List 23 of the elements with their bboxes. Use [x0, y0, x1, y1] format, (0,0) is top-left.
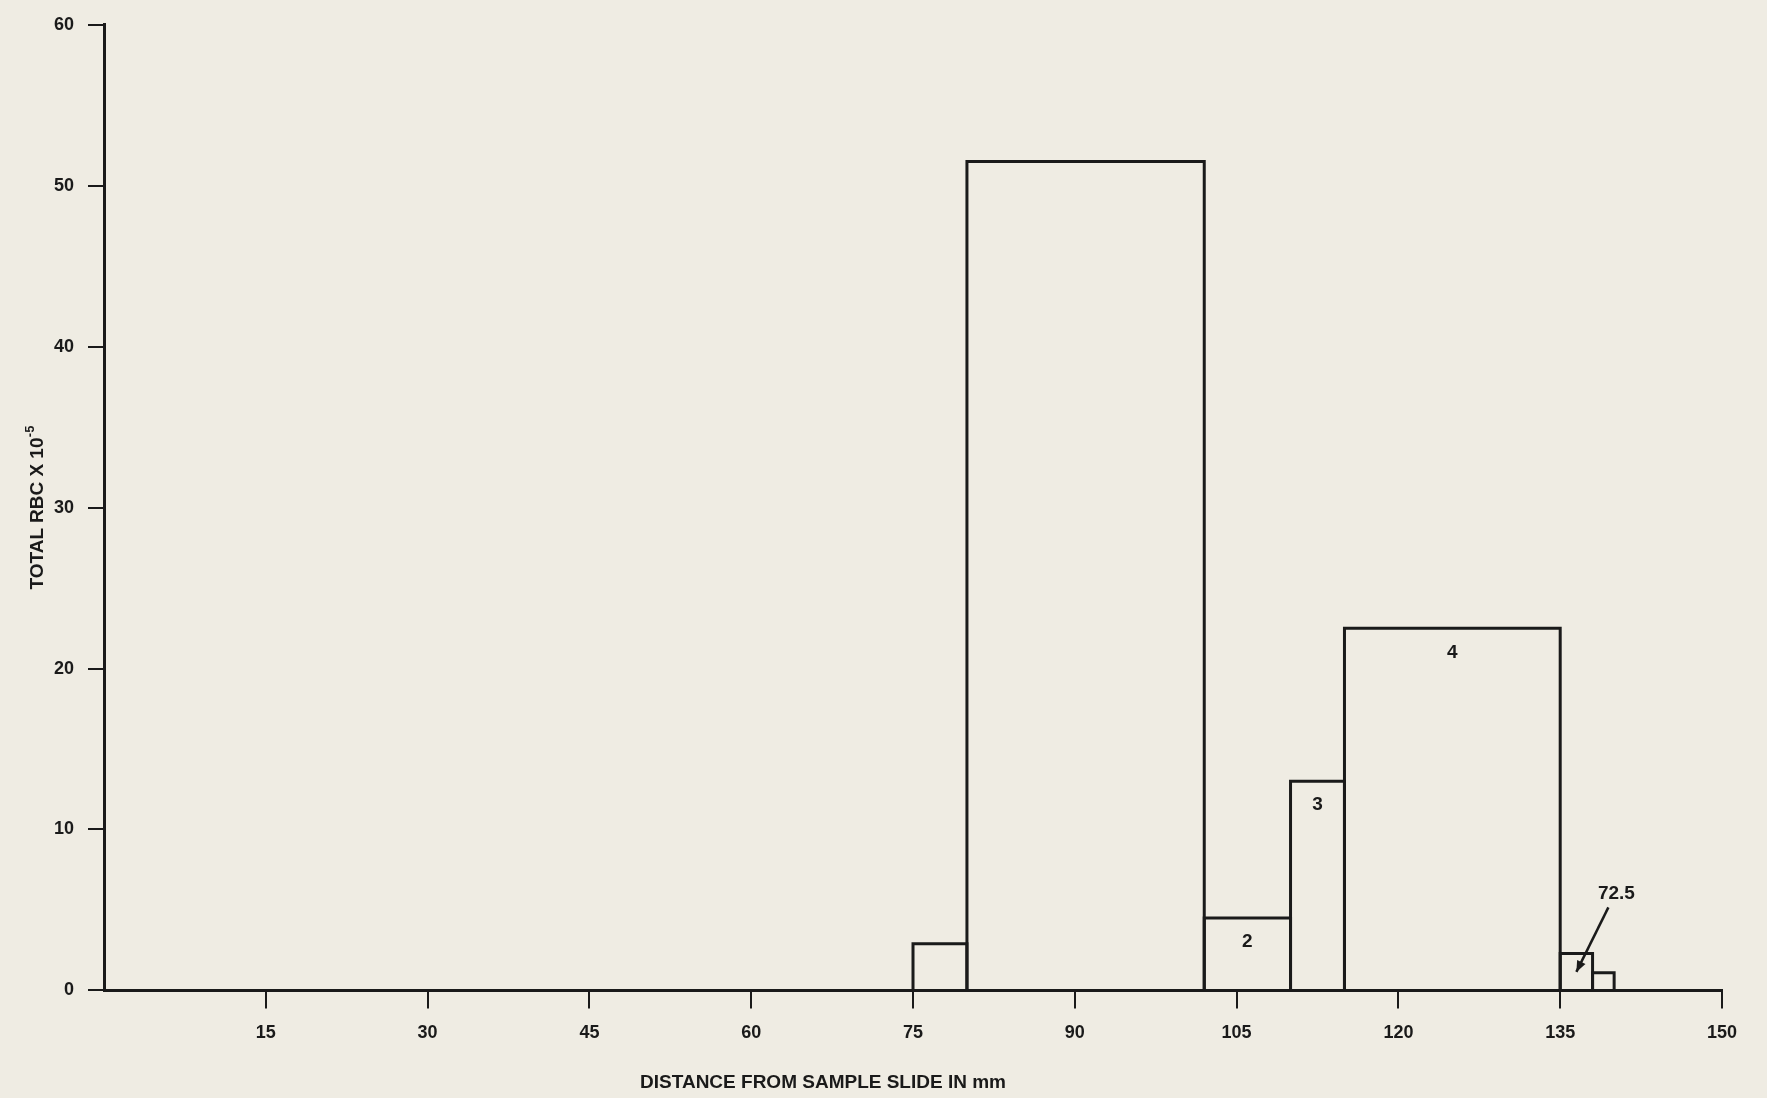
y-axis-title: TOTAL RBC X 10-5 — [21, 425, 48, 590]
y-tick-label: 60 — [53, 13, 75, 34]
x-tick-label: 135 — [1545, 1022, 1576, 1043]
y-tick-label: 10 — [53, 818, 75, 839]
annotation: 72.5 — [1597, 881, 1636, 903]
y-tick-label: 50 — [53, 174, 75, 195]
y-tick-label: 40 — [53, 335, 75, 356]
annotation: 4 — [1447, 640, 1459, 662]
x-tick-label: 105 — [1221, 1022, 1252, 1043]
x-tick-label: 30 — [417, 1022, 438, 1043]
annotation: 2 — [1242, 930, 1253, 952]
y-tick-label: 0 — [64, 979, 75, 1000]
x-tick-label: 120 — [1383, 1022, 1414, 1043]
x-axis-title: DISTANCE FROM SAMPLE SLIDE IN mm — [640, 1071, 1006, 1093]
y-tick-label: 30 — [53, 496, 75, 517]
x-tick-label: 15 — [255, 1022, 276, 1043]
x-tick-label: 60 — [741, 1022, 762, 1043]
annotation: 3 — [1312, 793, 1323, 815]
x-tick-label: 45 — [579, 1022, 600, 1043]
y-tick-label: 20 — [53, 657, 75, 678]
x-tick-label: 75 — [903, 1022, 924, 1043]
x-tick-label: 150 — [1706, 1022, 1738, 1043]
x-tick-label: 90 — [1064, 1022, 1085, 1043]
